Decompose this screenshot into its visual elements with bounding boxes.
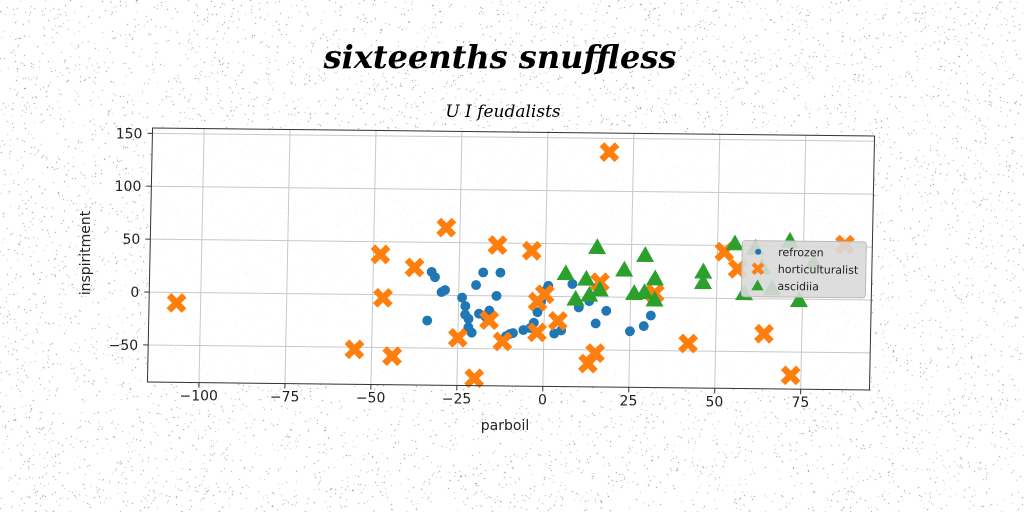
plot-background <box>147 128 875 390</box>
x-tick-label: −25 <box>442 391 472 407</box>
x-tick-label: 50 <box>706 394 724 410</box>
x-grid-line <box>714 134 721 389</box>
horticulturalist-point <box>447 327 468 348</box>
x-grid-line <box>456 131 463 386</box>
chart-subtitle: U I feudalists <box>445 102 561 122</box>
horticulturalist-point <box>534 284 555 305</box>
horticulturalist-point <box>492 331 513 352</box>
refrozen-point <box>457 292 468 303</box>
horticulturalist-point <box>404 257 425 278</box>
legend: refrozen horticulturalist ascidiia <box>740 240 867 299</box>
ascidiia-point <box>577 269 596 286</box>
refrozen-point <box>495 267 506 278</box>
horticulturalist-point <box>487 235 508 256</box>
horticulturalist-point <box>382 346 403 367</box>
ascidiia-point <box>588 238 607 255</box>
ascidiia-point <box>556 264 575 281</box>
x-axis-label: parboil <box>481 418 529 434</box>
refrozen-point <box>440 285 450 295</box>
legend-marker-refrozen <box>755 248 762 255</box>
ascidiia-point <box>693 273 712 290</box>
refrozen-point <box>638 321 649 332</box>
horticulturalist-point <box>372 287 393 308</box>
legend-label-ascidiia: ascidiia <box>777 280 819 293</box>
ascidiia-point <box>645 269 664 286</box>
refrozen-point <box>532 307 543 318</box>
refrozen-point <box>590 318 601 329</box>
legend-label-horticulturalist: horticulturalist <box>778 263 859 277</box>
data-marks <box>166 142 855 389</box>
refrozen-point <box>471 280 482 291</box>
horticulturalist-point <box>344 339 365 360</box>
horticulturalist-point <box>547 310 568 331</box>
y-tick-label: 0 <box>130 285 139 301</box>
horticulturalist-point <box>521 240 542 261</box>
ascidiia-point <box>636 246 655 263</box>
y-tick-label: 50 <box>122 232 140 248</box>
refrozen-point <box>422 315 433 326</box>
plot-area: refrozen horticulturalist ascidiia <box>143 127 876 395</box>
refrozen-point <box>463 313 474 324</box>
y-tick-label: 150 <box>116 126 143 142</box>
horticulturalist-point <box>585 343 606 364</box>
legend-marker-horticulturalist <box>751 262 765 276</box>
x-tick-label: 0 <box>538 392 547 408</box>
ascidiia-point <box>789 291 808 308</box>
x-grid-line <box>542 132 549 387</box>
chart-title: sixteenths snuffless <box>323 38 677 76</box>
horticulturalist-point <box>527 322 548 343</box>
horticulturalist-point <box>599 142 620 163</box>
ascidiia-point <box>615 260 634 277</box>
refrozen-point <box>430 272 440 283</box>
ascidiia-point <box>580 285 599 302</box>
refrozen-point <box>466 327 477 338</box>
ascidiia-point <box>590 280 609 297</box>
x-tick-label: 75 <box>791 395 809 411</box>
x-tick-label: −100 <box>179 389 217 405</box>
x-grid-line <box>628 133 635 388</box>
refrozen-point <box>624 326 635 337</box>
refrozen-point <box>460 301 471 312</box>
refrozen-point <box>491 290 502 301</box>
horticulturalist-point <box>479 310 500 331</box>
horticulturalist-point <box>678 333 699 354</box>
y-grid-line <box>151 185 874 195</box>
y-grid-line <box>152 132 875 142</box>
x-tick-label: −75 <box>270 390 300 406</box>
horticulturalist-point <box>780 365 801 386</box>
ascidiia-point <box>635 283 654 300</box>
legend-box <box>740 240 867 299</box>
legend-marker-ascidiia <box>751 279 764 291</box>
refrozen-point <box>601 305 612 316</box>
horticulturalist-point <box>370 244 391 265</box>
horticulturalist-point <box>753 323 774 344</box>
tick-labels: −100 −75 −50 −25 0 25 50 75 −50 0 50 100 150 <box>109 126 810 411</box>
ascidiia-point <box>645 290 664 307</box>
x-grid-line <box>198 128 205 383</box>
horticulturalist-point <box>166 292 187 313</box>
x-grid-line <box>284 129 291 384</box>
y-axis-label: inspiritment <box>78 210 94 295</box>
x-tick-label: 25 <box>620 393 638 409</box>
refrozen-point <box>567 279 578 289</box>
plot-frame <box>143 127 876 395</box>
y-tick-label: 100 <box>115 179 142 195</box>
horticulturalist-point <box>464 368 485 389</box>
horticulturalist-point <box>436 217 457 238</box>
axes-frame <box>146 127 876 391</box>
refrozen-point <box>645 310 656 321</box>
ascidiia-point <box>694 262 713 279</box>
ascidiia-point <box>725 234 744 251</box>
grid-lines <box>147 128 875 390</box>
legend-label-refrozen: refrozen <box>778 246 824 259</box>
ascidiia-point <box>566 289 585 306</box>
y-tick-label: −50 <box>109 338 139 354</box>
refrozen-point <box>478 267 489 278</box>
x-tick-label: −50 <box>356 390 386 406</box>
